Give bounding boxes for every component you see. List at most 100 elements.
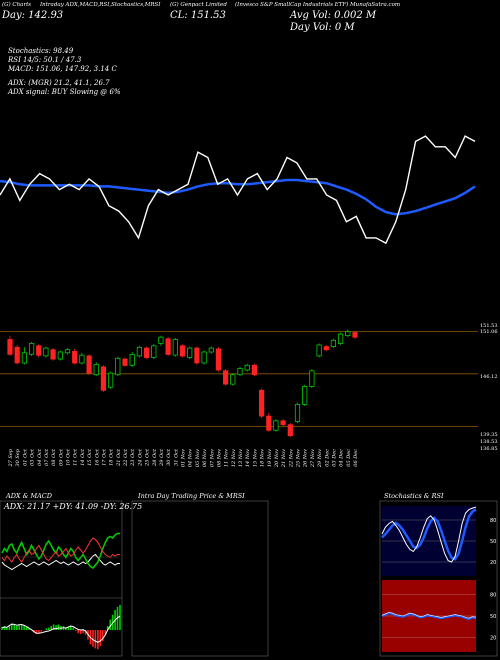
- date-label: 13 Nov: [238, 449, 244, 467]
- stat-macd: MACD: 151.06, 147.92, 3.14 C: [8, 65, 117, 73]
- mrsi-tick-label: 80: [490, 592, 496, 598]
- date-label: 19 Nov: [267, 449, 273, 467]
- date-label: 21 Nov: [281, 449, 287, 468]
- date-label: 08 Nov: [216, 449, 222, 467]
- date-label: 04 Dec: [339, 449, 345, 467]
- candle: [43, 347, 49, 357]
- date-label: 16 Oct: [94, 448, 100, 466]
- candle: [14, 346, 20, 364]
- date-label: 27 Nov: [310, 449, 316, 468]
- candle: [187, 347, 193, 358]
- candle: [7, 339, 13, 355]
- price-line: [0, 135, 476, 245]
- date-label: 07 Nov: [209, 449, 215, 467]
- candle: [337, 333, 344, 344]
- stat-stochastics: Stochastics: 98.49: [8, 47, 74, 55]
- mrsi-tick-label: 50: [490, 614, 496, 620]
- date-label: 11 Nov: [224, 449, 230, 467]
- candle: [143, 347, 150, 358]
- candle: [158, 336, 164, 344]
- date-label: 07 Oct: [44, 448, 50, 466]
- mrsi-tick-label: 20: [490, 636, 496, 642]
- candle: [215, 348, 221, 371]
- stoch-signal-line: [381, 508, 477, 561]
- price-level-5: 138.53: [480, 439, 498, 445]
- price-level-4: 139.35: [480, 432, 498, 438]
- candle: [309, 370, 315, 387]
- date-label: 20 Nov: [274, 449, 280, 468]
- price-level-2: 151.06: [480, 329, 498, 335]
- candle: [64, 349, 71, 354]
- date-label: 01 Nov: [181, 449, 187, 467]
- candle: [237, 367, 243, 376]
- date-label: 05 Dec: [346, 449, 352, 467]
- date-label: 06 Nov: [202, 449, 208, 467]
- date-label: 06 Dec: [353, 449, 359, 467]
- candle: [28, 342, 35, 355]
- candle: [179, 345, 186, 357]
- date-label: 03 Oct: [30, 448, 36, 466]
- intraday-title: Intra Day Trading Price & MRSI: [138, 492, 245, 500]
- date-label: 02 Dec: [324, 449, 330, 467]
- stat-adx-signal: ADX signal: BUY Slowing @ 6%: [8, 88, 121, 96]
- date-label: 27 Sep: [8, 448, 14, 467]
- candle: [244, 364, 250, 371]
- candle: [258, 389, 265, 417]
- candle: [115, 357, 121, 376]
- date-label: 24 Oct: [137, 448, 143, 467]
- date-label: 04 Oct: [37, 448, 43, 466]
- candle: [208, 347, 214, 353]
- stoch-tick-label: 50: [490, 539, 496, 545]
- date-label: 10 Oct: [66, 448, 72, 466]
- date-label: 26 Nov: [303, 449, 309, 468]
- adx-series-1: [1, 532, 120, 570]
- date-label: 31 Oct: [173, 448, 179, 466]
- avg-volume: Avg Vol: 0.002 M: [290, 10, 377, 21]
- adx-macd-title: ADX & MACD: [6, 492, 52, 500]
- candle: [79, 354, 85, 364]
- date-label: 22 Nov: [288, 449, 294, 468]
- date-label: 25 Nov: [296, 449, 302, 468]
- date-label: 05 Nov: [195, 449, 201, 467]
- price-level-1: 151.53: [480, 323, 498, 329]
- date-label: 09 Oct: [58, 448, 64, 466]
- stoch-tick-label: 20: [490, 560, 496, 566]
- stoch-line: [381, 506, 477, 563]
- date-axis: 27 Sep 30 Sep 01 Oct 03 Oct 04 Oct 07 Oct 08 O…: [8, 448, 359, 468]
- stoch-rsi-title: Stochastics & RSI: [384, 492, 444, 500]
- candle: [86, 355, 92, 374]
- candle: [280, 420, 286, 426]
- candle: [21, 352, 28, 364]
- date-label: 21 Oct: [116, 448, 122, 467]
- day-price: Day: 142.93: [2, 10, 64, 21]
- date-label: 30 Sep: [15, 448, 21, 466]
- mrsi-line: [381, 611, 477, 621]
- candle: [129, 353, 135, 366]
- mrsi-thin-line: [381, 612, 477, 619]
- date-label: 18 Nov: [260, 449, 266, 467]
- price-ma-chart: [0, 135, 476, 245]
- candle: [57, 351, 63, 360]
- date-label: 03 Dec: [331, 449, 337, 467]
- candle: [287, 424, 293, 437]
- header-symbol-note: (G) Genpact Limited: [170, 2, 227, 8]
- candle: [201, 351, 207, 364]
- stat-adx: ADX: (MGR) 21.2, 41.1, 26.7: [8, 79, 110, 87]
- candle: [266, 415, 272, 431]
- date-label: 14 Oct: [80, 448, 86, 466]
- stat-rsi: RSI 14/5: 50.1 / 47.3: [8, 56, 82, 64]
- candle: [50, 349, 56, 360]
- date-label: 23 Oct: [130, 448, 136, 467]
- candle: [222, 370, 229, 385]
- close-price: CL: 151.53: [170, 10, 226, 21]
- date-label: 17 Oct: [101, 448, 107, 466]
- candle: [302, 385, 308, 405]
- adx-panel-frame: [0, 500, 123, 657]
- ma-line: [0, 178, 476, 216]
- header-symbol: (G) Charts: [2, 2, 32, 8]
- date-label: 30 Oct: [166, 448, 172, 466]
- candle: [93, 364, 99, 376]
- price-level-3: 146.12: [480, 374, 498, 380]
- date-label: 14 Nov: [245, 449, 251, 467]
